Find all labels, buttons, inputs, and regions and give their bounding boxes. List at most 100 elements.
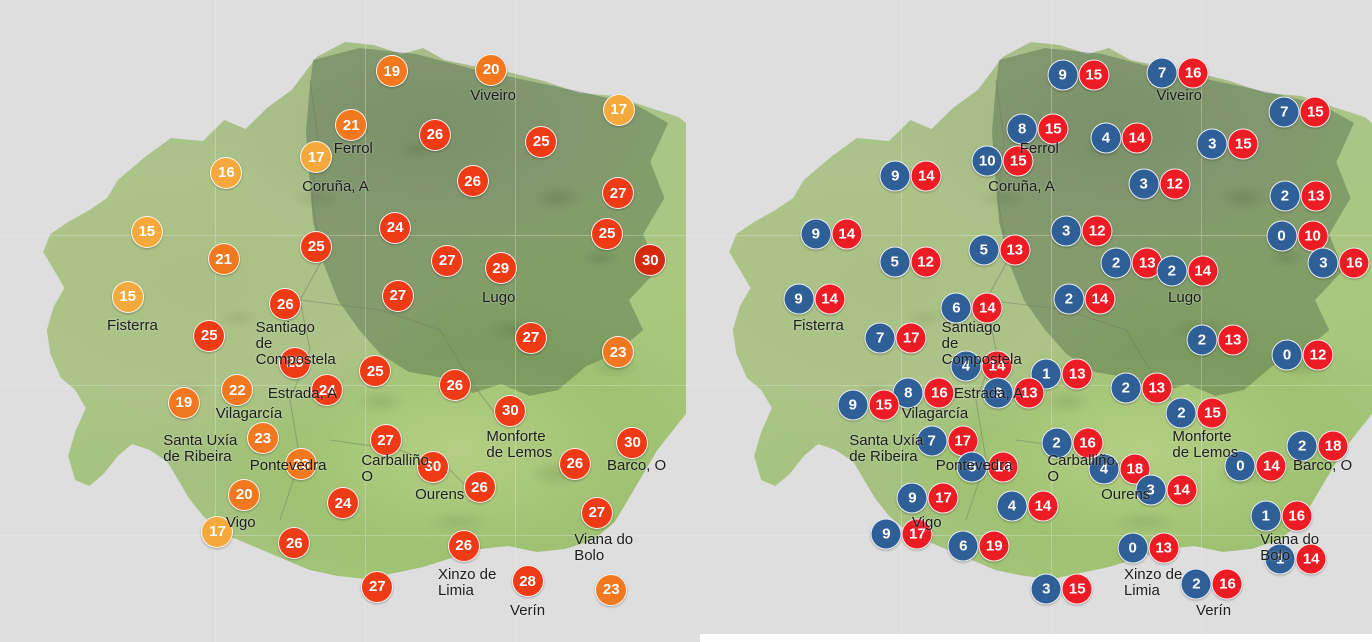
temperature-map-right[interactable]: 9 15 7 16 7 15 8 15 4 14 3 15 10 15 9 14 3 12 2 13 9 14 3 12 0 10… [686,0,1372,642]
temperature-marker[interactable]: 27 [431,244,464,277]
max-temperature-marker[interactable]: 13 [1300,180,1332,212]
min-temperature-marker[interactable]: 7 [864,322,896,354]
max-temperature-marker[interactable]: 14 [987,451,1019,483]
min-temperature-marker[interactable]: 4 [996,490,1028,522]
temperature-marker[interactable]: 26 [278,527,311,560]
temperature-marker[interactable]: 25 [525,125,558,158]
max-temperature-marker[interactable]: 12 [1159,168,1191,200]
max-temperature-marker[interactable]: 13 [1148,532,1180,564]
temperature-marker[interactable]: 15 [111,280,144,313]
min-temperature-marker[interactable]: 5 [879,246,911,278]
min-temperature-marker[interactable]: 7 [1268,96,1300,128]
temperature-marker[interactable]: 26 [418,118,451,151]
temperature-marker[interactable]: 24 [327,487,359,520]
max-temperature-marker[interactable]: 19 [978,530,1010,562]
max-temperature-marker[interactable]: 14 [910,160,942,192]
max-temperature-marker[interactable]: 14 [1187,255,1219,287]
temperature-marker[interactable]: 27 [381,279,414,312]
max-temperature-marker[interactable]: 10 [1297,220,1329,252]
min-temperature-marker[interactable]: 9 [800,218,832,250]
max-temperature-marker[interactable]: 14 [1255,450,1287,482]
temperature-marker[interactable]: 19 [167,386,200,419]
min-temperature-marker[interactable]: 7 [1146,57,1178,89]
max-temperature-marker[interactable]: 14 [971,292,1003,324]
temperature-marker[interactable]: 27 [602,177,635,210]
temperature-marker[interactable]: 20 [475,53,508,86]
temperature-marker[interactable]: 30 [416,450,449,483]
temperature-marker[interactable]: 24 [379,211,412,244]
temperature-marker[interactable]: 15 [130,215,163,248]
min-temperature-marker[interactable]: 9 [1047,59,1079,91]
max-temperature-marker[interactable]: 15 [1002,145,1034,176]
max-temperature-marker[interactable]: 18 [1317,430,1349,462]
min-temperature-marker[interactable]: 4 [1088,453,1120,485]
min-temperature-marker[interactable]: 5 [968,234,1000,266]
min-temperature-marker[interactable]: 2 [1286,430,1318,462]
max-temperature-marker[interactable]: 17 [901,518,933,550]
max-temperature-marker[interactable]: 16 [1177,57,1209,89]
temperature-marker[interactable]: 28 [511,565,544,597]
max-temperature-marker[interactable]: 14 [981,350,1013,382]
min-temperature-marker[interactable]: 2 [1186,324,1218,356]
min-temperature-marker[interactable]: 3 [1196,128,1228,160]
max-temperature-marker[interactable]: 16 [923,377,955,409]
max-temperature-marker[interactable]: 14 [814,283,846,315]
min-temperature-marker[interactable]: 2 [1053,283,1085,315]
min-temperature-marker[interactable]: 2 [1041,427,1073,459]
min-temperature-marker[interactable]: 9 [837,389,869,421]
min-temperature-marker[interactable]: 2 [1180,568,1212,600]
min-temperature-marker[interactable]: 2 [1110,372,1142,404]
temperature-marker[interactable]: 20 [228,478,261,511]
min-temperature-marker[interactable]: 3 [1128,168,1160,200]
temperature-marker[interactable]: 23 [595,573,628,606]
temperature-marker[interactable]: 26 [456,165,489,198]
max-temperature-marker[interactable]: 13 [1141,372,1173,404]
max-temperature-marker[interactable]: 17 [927,482,959,514]
temperature-marker[interactable]: 21 [335,109,368,142]
min-temperature-marker[interactable]: 0 [1224,450,1256,482]
min-temperature-marker[interactable]: 3 [1135,474,1166,506]
temperature-marker[interactable]: 25 [193,319,226,352]
temperature-marker[interactable]: 17 [300,141,333,174]
min-temperature-marker[interactable]: 0 [1271,339,1303,371]
max-temperature-marker[interactable]: 15 [1227,128,1259,160]
max-temperature-marker[interactable]: 12 [1081,215,1113,247]
temperature-marker[interactable]: 27 [580,496,613,529]
min-temperature-marker[interactable]: 4 [1090,122,1122,154]
temperature-marker[interactable]: 26 [269,288,302,321]
temperature-marker[interactable]: 23 [246,422,279,455]
temperature-marker[interactable]: 21 [207,243,240,276]
max-temperature-marker[interactable]: 14 [1295,543,1327,575]
temperature-map-left[interactable]: 19 20 17 21 26 25 17 16 26 27 15 24 25 21 25 27 29 30 15 26… [0,0,686,642]
temperature-marker[interactable]: 26 [447,529,480,562]
temperature-marker[interactable]: 19 [375,55,408,88]
temperature-marker[interactable]: 26 [438,369,471,402]
temperature-marker[interactable]: 26 [558,447,591,480]
max-temperature-marker[interactable]: 15 [1078,59,1110,91]
temperature-marker[interactable]: 26 [463,471,496,504]
temperature-marker[interactable]: 27 [369,424,402,457]
max-temperature-marker[interactable]: 16 [1072,427,1104,459]
max-temperature-marker[interactable]: 14 [831,218,863,250]
temperature-marker[interactable]: 29 [484,252,517,285]
max-temperature-marker[interactable]: 13 [1217,324,1249,356]
temperature-marker[interactable]: 27 [514,321,547,354]
temperature-marker[interactable]: 22 [221,374,254,407]
max-temperature-marker[interactable]: 13 [1061,358,1093,390]
min-temperature-marker[interactable]: 2 [1100,247,1132,279]
max-temperature-marker[interactable]: 15 [1196,397,1228,429]
min-temperature-marker[interactable]: 3 [1030,573,1062,605]
max-temperature-marker[interactable]: 12 [1302,339,1334,371]
min-temperature-marker[interactable]: 2 [1269,180,1301,212]
max-temperature-marker[interactable]: 15 [1299,96,1331,128]
min-temperature-marker[interactable]: 10 [971,145,1003,176]
max-temperature-marker[interactable]: 17 [895,322,927,354]
temperature-marker[interactable]: 25 [359,355,392,388]
min-temperature-marker[interactable]: 3 [1307,247,1339,279]
temperature-marker[interactable]: 17 [602,93,635,126]
min-temperature-marker[interactable]: 1 [1250,500,1282,532]
temperature-marker[interactable]: 30 [494,394,527,427]
temperature-marker[interactable]: 23 [285,448,318,481]
min-temperature-marker[interactable]: 2 [1156,255,1188,287]
max-temperature-marker[interactable]: 14 [1027,490,1059,522]
